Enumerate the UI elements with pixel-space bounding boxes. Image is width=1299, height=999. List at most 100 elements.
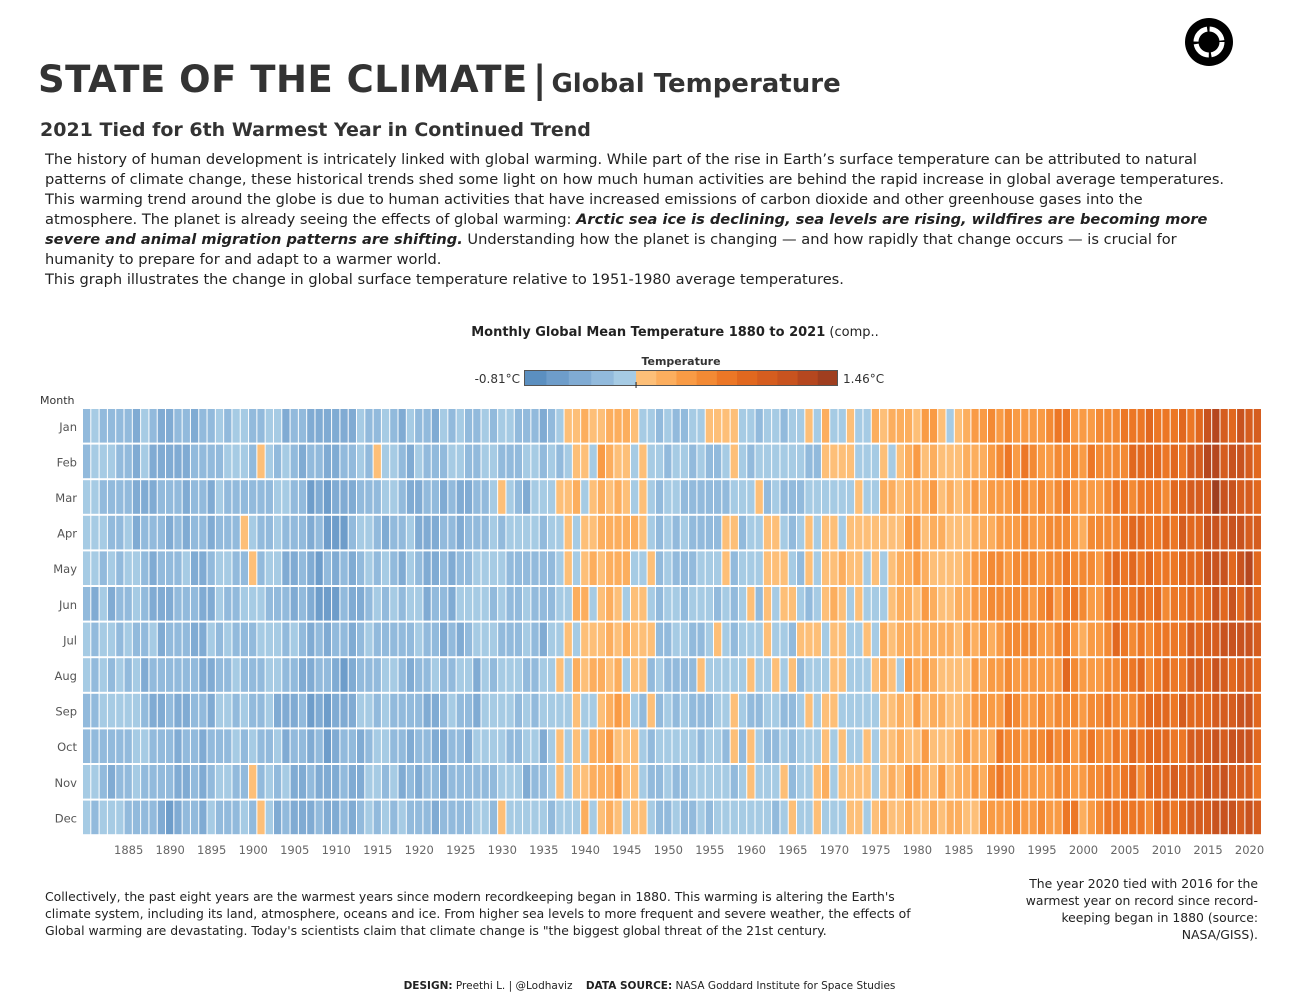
heatmap-cell[interactable] xyxy=(523,622,531,657)
heatmap-cell[interactable] xyxy=(1079,622,1087,657)
heatmap-cell[interactable] xyxy=(1037,587,1046,621)
heatmap-cell[interactable] xyxy=(863,409,871,443)
heatmap-cell[interactable] xyxy=(373,515,381,550)
heatmap-cell[interactable] xyxy=(1228,800,1237,835)
heatmap-cell[interactable] xyxy=(83,480,91,514)
heatmap-cell[interactable] xyxy=(830,444,838,479)
heatmap-cell[interactable] xyxy=(797,658,805,692)
heatmap-cell[interactable] xyxy=(1137,800,1145,835)
heatmap-cell[interactable] xyxy=(406,444,415,479)
heatmap-cell[interactable] xyxy=(199,444,207,479)
heatmap-cell[interactable] xyxy=(1062,409,1071,443)
heatmap-cell[interactable] xyxy=(871,800,880,835)
heatmap-cell[interactable] xyxy=(365,587,373,621)
heatmap-cell[interactable] xyxy=(1145,729,1154,763)
heatmap-cell[interactable] xyxy=(273,444,282,479)
heatmap-cell[interactable] xyxy=(929,587,938,621)
heatmap-cell[interactable] xyxy=(954,693,963,728)
heatmap-cell[interactable] xyxy=(498,444,506,479)
heatmap-cell[interactable] xyxy=(838,409,846,443)
heatmap-cell[interactable] xyxy=(481,693,489,728)
heatmap-cell[interactable] xyxy=(340,515,348,550)
heatmap-cell[interactable] xyxy=(755,765,763,799)
heatmap-cell[interactable] xyxy=(83,765,91,799)
heatmap-cell[interactable] xyxy=(763,800,772,835)
heatmap-cell[interactable] xyxy=(199,765,207,799)
heatmap-cell[interactable] xyxy=(1253,800,1261,835)
heatmap-cell[interactable] xyxy=(1162,729,1170,763)
heatmap-cell[interactable] xyxy=(664,444,672,479)
heatmap-cell[interactable] xyxy=(880,658,888,692)
heatmap-cell[interactable] xyxy=(1129,551,1137,585)
heatmap-cell[interactable] xyxy=(1037,480,1046,514)
heatmap-cell[interactable] xyxy=(630,551,639,585)
heatmap-cell[interactable] xyxy=(174,729,182,763)
heatmap-cell[interactable] xyxy=(282,409,290,443)
heatmap-cell[interactable] xyxy=(390,765,398,799)
heatmap-cell[interactable] xyxy=(1062,587,1071,621)
heatmap-cell[interactable] xyxy=(215,409,224,443)
heatmap-cell[interactable] xyxy=(797,622,805,657)
heatmap-cell[interactable] xyxy=(1170,693,1178,728)
heatmap-cell[interactable] xyxy=(473,444,481,479)
heatmap-cell[interactable] xyxy=(323,551,332,585)
heatmap-cell[interactable] xyxy=(597,515,606,550)
heatmap-cell[interactable] xyxy=(1021,800,1029,835)
heatmap-cell[interactable] xyxy=(1021,480,1029,514)
heatmap-cell[interactable] xyxy=(672,729,680,763)
heatmap-cell[interactable] xyxy=(821,622,830,657)
heatmap-cell[interactable] xyxy=(415,729,423,763)
heatmap-cell[interactable] xyxy=(689,658,697,692)
heatmap-cell[interactable] xyxy=(464,551,473,585)
heatmap-cell[interactable] xyxy=(1054,765,1062,799)
heatmap-cell[interactable] xyxy=(1253,693,1261,728)
heatmap-cell[interactable] xyxy=(913,729,921,763)
heatmap-cell[interactable] xyxy=(157,444,166,479)
heatmap-cell[interactable] xyxy=(282,551,290,585)
heatmap-cell[interactable] xyxy=(174,765,182,799)
heatmap-cell[interactable] xyxy=(714,587,722,621)
heatmap-cell[interactable] xyxy=(1054,693,1062,728)
heatmap-cell[interactable] xyxy=(1129,409,1137,443)
heatmap-cell[interactable] xyxy=(1095,693,1104,728)
heatmap-cell[interactable] xyxy=(99,693,107,728)
heatmap-cell[interactable] xyxy=(124,800,132,835)
heatmap-cell[interactable] xyxy=(971,765,979,799)
heatmap-cell[interactable] xyxy=(1212,409,1220,443)
heatmap-cell[interactable] xyxy=(738,729,747,763)
heatmap-cell[interactable] xyxy=(481,658,489,692)
heatmap-cell[interactable] xyxy=(141,551,149,585)
heatmap-cell[interactable] xyxy=(672,658,680,692)
heatmap-cell[interactable] xyxy=(838,515,846,550)
heatmap-cell[interactable] xyxy=(904,480,913,514)
heatmap-cell[interactable] xyxy=(730,693,738,728)
heatmap-cell[interactable] xyxy=(846,729,855,763)
heatmap-cell[interactable] xyxy=(1012,729,1021,763)
heatmap-cell[interactable] xyxy=(1170,480,1178,514)
heatmap-cell[interactable] xyxy=(904,515,913,550)
heatmap-cell[interactable] xyxy=(647,409,655,443)
heatmap-cell[interactable] xyxy=(979,800,987,835)
heatmap-cell[interactable] xyxy=(913,515,921,550)
heatmap-cell[interactable] xyxy=(1112,693,1120,728)
heatmap-cell[interactable] xyxy=(805,800,813,835)
heatmap-cell[interactable] xyxy=(954,444,963,479)
heatmap-cell[interactable] xyxy=(855,409,863,443)
heatmap-cell[interactable] xyxy=(473,480,481,514)
heatmap-cell[interactable] xyxy=(880,515,888,550)
heatmap-cell[interactable] xyxy=(448,729,456,763)
heatmap-cell[interactable] xyxy=(589,800,597,835)
heatmap-cell[interactable] xyxy=(124,444,132,479)
heatmap-cell[interactable] xyxy=(498,800,506,835)
heatmap-cell[interactable] xyxy=(456,480,464,514)
heatmap-cell[interactable] xyxy=(481,515,489,550)
heatmap-cell[interactable] xyxy=(1095,587,1104,621)
heatmap-cell[interactable] xyxy=(1087,409,1095,443)
heatmap-cell[interactable] xyxy=(772,444,780,479)
heatmap-cell[interactable] xyxy=(797,729,805,763)
heatmap-cell[interactable] xyxy=(506,587,514,621)
heatmap-cell[interactable] xyxy=(514,622,523,657)
heatmap-cell[interactable] xyxy=(315,622,323,657)
heatmap-cell[interactable] xyxy=(846,765,855,799)
heatmap-cell[interactable] xyxy=(182,409,190,443)
